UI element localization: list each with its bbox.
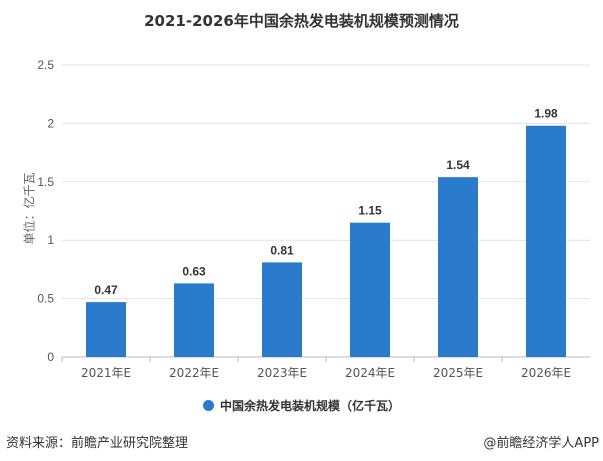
brand-label: @前瞻经济学人APP — [483, 436, 599, 451]
x-tick-label: 2024年E — [345, 366, 395, 380]
data-label: 1.15 — [358, 204, 382, 218]
bar — [526, 125, 566, 358]
legend: 中国余热发电装机规模（亿千瓦） — [0, 397, 603, 414]
chart-title: 2021-2026年中国余热发电装机规模预测情况 — [144, 12, 459, 30]
bar — [262, 262, 302, 357]
data-label: 0.81 — [270, 243, 294, 257]
bar — [86, 302, 126, 357]
data-label: 0.63 — [182, 264, 206, 278]
y-tick-label: 1.5 — [37, 175, 54, 189]
y-tick-label: 1 — [47, 233, 54, 247]
x-tick-label: 2023年E — [257, 366, 307, 380]
x-tick-label: 2022年E — [169, 366, 219, 380]
y-tick-label: 2.5 — [37, 58, 54, 72]
legend-marker — [202, 400, 214, 411]
y-tick-label: 0.5 — [37, 292, 54, 306]
bar — [350, 222, 390, 357]
x-tick-label: 2025年E — [433, 366, 483, 380]
data-label: 1.54 — [446, 158, 470, 172]
data-label: 0.47 — [94, 283, 118, 297]
data-label: 1.98 — [534, 107, 558, 121]
source-note: 资料来源：前瞻产业研究院整理 — [6, 436, 189, 451]
bar — [438, 177, 478, 357]
x-tick-label: 2021年E — [81, 366, 131, 380]
y-tick-label: 2 — [47, 116, 54, 130]
x-tick-label: 2026年E — [521, 366, 571, 380]
legend-label: 中国余热发电装机规模（亿千瓦） — [219, 399, 400, 413]
bar — [174, 283, 214, 357]
y-tick-label: 0 — [47, 350, 54, 364]
